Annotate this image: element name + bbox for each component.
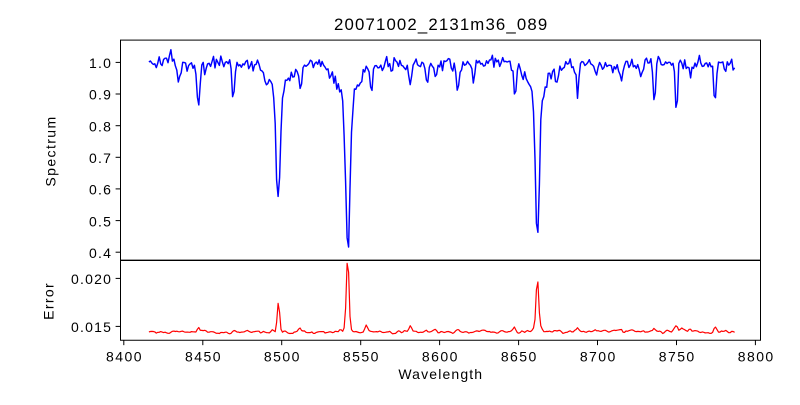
- svg-text:8500: 8500: [264, 348, 301, 364]
- svg-text:Wavelength: Wavelength: [398, 366, 483, 382]
- svg-text:0.4: 0.4: [89, 245, 112, 261]
- svg-text:8600: 8600: [422, 348, 459, 364]
- svg-text:0.9: 0.9: [89, 87, 112, 103]
- svg-text:0.8: 0.8: [89, 118, 112, 134]
- svg-text:0.6: 0.6: [89, 182, 112, 198]
- svg-text:8750: 8750: [659, 348, 696, 364]
- svg-text:0.5: 0.5: [89, 213, 112, 229]
- svg-text:Error: Error: [40, 282, 56, 320]
- svg-text:0.015: 0.015: [71, 319, 112, 335]
- svg-text:0.7: 0.7: [89, 150, 112, 166]
- svg-text:20071002_2131m36_089: 20071002_2131m36_089: [334, 15, 548, 34]
- svg-text:8550: 8550: [343, 348, 380, 364]
- svg-text:8800: 8800: [738, 348, 775, 364]
- svg-text:8450: 8450: [185, 348, 222, 364]
- svg-text:1.0: 1.0: [89, 55, 112, 71]
- svg-text:0.020: 0.020: [71, 271, 112, 287]
- svg-text:8650: 8650: [501, 348, 538, 364]
- svg-text:8700: 8700: [580, 348, 617, 364]
- svg-text:8400: 8400: [106, 348, 143, 364]
- svg-text:Spectrum: Spectrum: [43, 115, 59, 186]
